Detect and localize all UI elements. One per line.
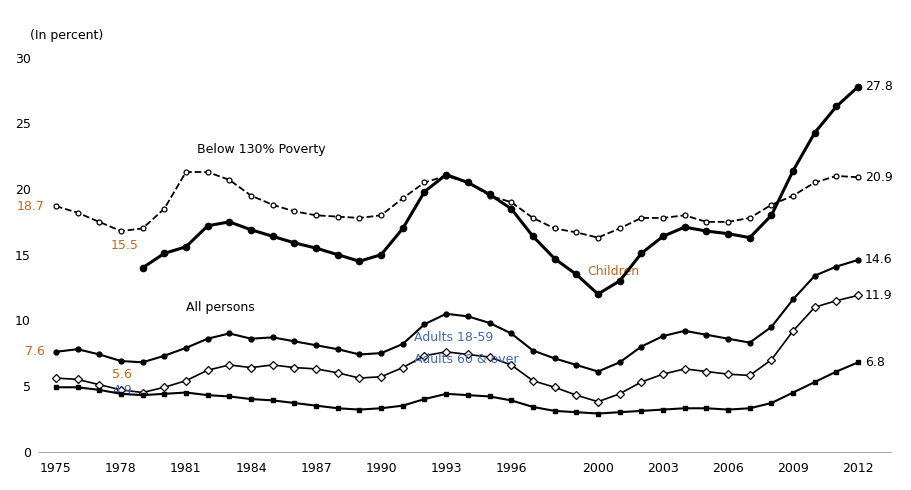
Text: 20.9: 20.9 [864, 171, 892, 184]
Text: 18.7: 18.7 [17, 199, 45, 213]
Text: Adults 60 & over: Adults 60 & over [414, 353, 517, 366]
Text: 7.6: 7.6 [26, 345, 45, 358]
Text: All persons: All persons [186, 301, 254, 314]
Text: 27.8: 27.8 [864, 80, 892, 93]
Text: 11.9: 11.9 [864, 289, 891, 302]
Text: Below 130% Poverty: Below 130% Poverty [197, 143, 325, 156]
Text: 14.6: 14.6 [864, 253, 891, 267]
Text: Adults 18-59: Adults 18-59 [414, 331, 492, 344]
Text: 5.6: 5.6 [112, 368, 131, 381]
Text: 4.9: 4.9 [112, 384, 131, 397]
Text: (In percent): (In percent) [30, 29, 103, 42]
Text: 15.5: 15.5 [110, 239, 138, 252]
Text: Children: Children [587, 265, 639, 278]
Text: 6.8: 6.8 [864, 356, 884, 369]
